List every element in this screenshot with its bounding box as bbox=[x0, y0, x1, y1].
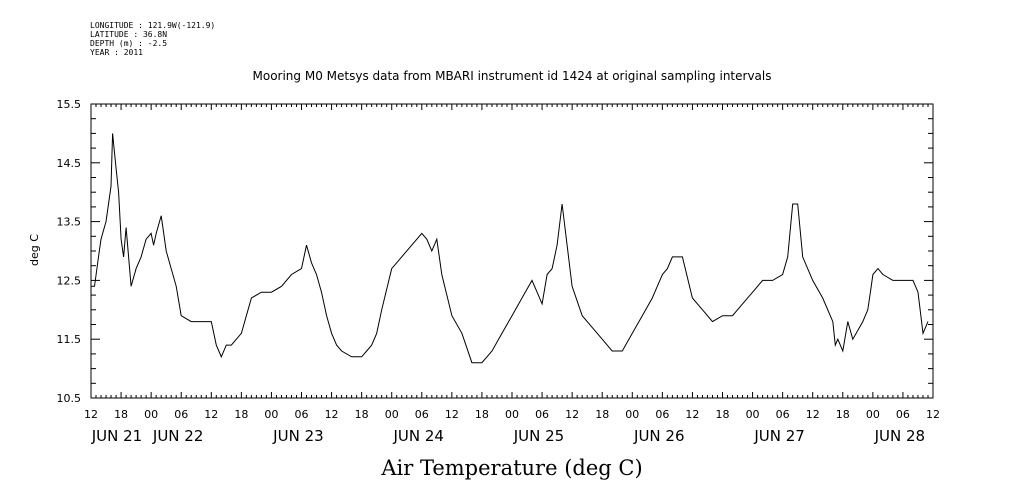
x-tick-label: 12 bbox=[806, 408, 820, 421]
depth-text: DEPTH (m) : -2.5 bbox=[90, 39, 168, 48]
x-day-label: JUN 24 bbox=[392, 427, 443, 445]
longitude-text: LONGITUDE : 121.9W(-121.9) bbox=[90, 21, 216, 30]
x-tick-label: 12 bbox=[445, 408, 459, 421]
x-tick-label: 06 bbox=[174, 408, 188, 421]
plot-frame bbox=[90, 103, 934, 399]
x-tick-label: 00 bbox=[264, 408, 278, 421]
latitude-text: LATITUDE : 36.8N bbox=[90, 30, 168, 39]
y-axis-label: deg C bbox=[28, 234, 41, 266]
y-tick-label: 14.5 bbox=[57, 157, 82, 170]
x-day-label: JUN 27 bbox=[753, 427, 804, 445]
x-tick-label: 00 bbox=[746, 408, 760, 421]
x-tick-label: 06 bbox=[776, 408, 790, 421]
station-info: LONGITUDE : 121.9W(-121.9) LATITUDE : 36… bbox=[90, 21, 215, 57]
x-tick-label: 06 bbox=[535, 408, 549, 421]
x-day-label: JUN 22 bbox=[152, 427, 203, 445]
x-day-label: JUN 28 bbox=[874, 427, 925, 445]
chart-title: Mooring M0 Metsys data from MBARI instru… bbox=[253, 69, 772, 83]
x-tick-label: 00 bbox=[144, 408, 158, 421]
x-tick-label: 00 bbox=[625, 408, 639, 421]
x-tick-label: 12 bbox=[84, 408, 98, 421]
x-tick-label: 12 bbox=[685, 408, 699, 421]
x-tick-label: 18 bbox=[595, 408, 609, 421]
x-tick-label: 18 bbox=[114, 408, 128, 421]
x-tick-label: 00 bbox=[385, 408, 399, 421]
x-tick-label: 12 bbox=[325, 408, 339, 421]
x-day-label: JUN 21 bbox=[91, 427, 142, 445]
x-day-label: JUN 23 bbox=[272, 427, 323, 445]
x-tick-label: 12 bbox=[926, 408, 940, 421]
x-tick-label: 18 bbox=[716, 408, 730, 421]
air-temperature-line bbox=[91, 133, 929, 364]
y-tick-label: 11.5 bbox=[57, 333, 82, 346]
year-text: YEAR : 2011 bbox=[90, 48, 143, 57]
x-tick-label: 06 bbox=[295, 408, 309, 421]
x-tick-label: 06 bbox=[896, 408, 910, 421]
x-tick-label: 00 bbox=[505, 408, 519, 421]
y-tick-label: 10.5 bbox=[57, 392, 82, 405]
x-tick-label: 06 bbox=[415, 408, 429, 421]
x-day-label: JUN 26 bbox=[633, 427, 684, 445]
y-tick-label: 13.5 bbox=[57, 216, 82, 229]
y-tick-label: 15.5 bbox=[57, 98, 82, 111]
x-tick-label: 12 bbox=[204, 408, 218, 421]
x-tick-label: 18 bbox=[234, 408, 248, 421]
x-tick-label: 18 bbox=[836, 408, 850, 421]
y-tick-label: 12.5 bbox=[57, 274, 82, 287]
x-tick-label: 12 bbox=[565, 408, 579, 421]
x-day-label: JUN 25 bbox=[513, 427, 564, 445]
x-tick-label: 18 bbox=[475, 408, 489, 421]
x-tick-label: 00 bbox=[866, 408, 880, 421]
x-tick-label: 06 bbox=[655, 408, 669, 421]
x-tick-label: 18 bbox=[355, 408, 369, 421]
x-axis-label: Air Temperature (deg C) bbox=[380, 456, 642, 480]
